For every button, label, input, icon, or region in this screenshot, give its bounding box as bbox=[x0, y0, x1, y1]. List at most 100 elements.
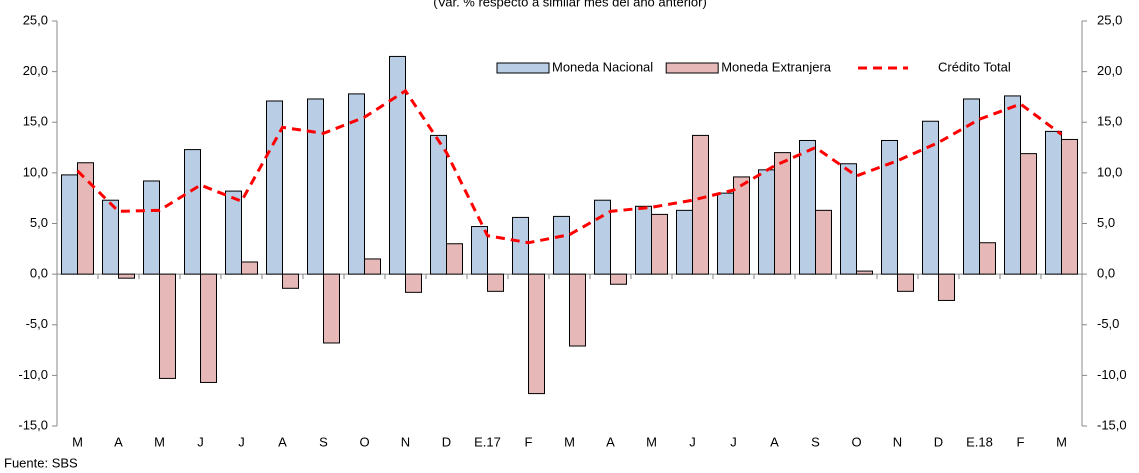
bar bbox=[799, 139, 816, 275]
bar bbox=[389, 55, 406, 275]
x-tick-label: F bbox=[1017, 434, 1025, 449]
bar bbox=[446, 243, 463, 275]
bar bbox=[856, 270, 873, 275]
bar bbox=[364, 258, 381, 275]
y-tick-label: 0,0 bbox=[30, 266, 48, 281]
bar bbox=[348, 93, 365, 275]
bar bbox=[692, 134, 709, 275]
bar bbox=[1004, 95, 1021, 275]
bar bbox=[118, 273, 135, 279]
y2-tick-label: 15,0 bbox=[1097, 114, 1122, 129]
x-tick-label: M bbox=[72, 434, 83, 449]
x-tick-label: J bbox=[238, 434, 245, 449]
bar bbox=[143, 180, 160, 275]
y-tick-label: 10,0 bbox=[23, 164, 48, 179]
bar bbox=[774, 152, 791, 275]
x-tick-label: A bbox=[114, 434, 123, 449]
bar bbox=[963, 98, 980, 275]
bar bbox=[610, 273, 627, 285]
legend-label: Moneda Extranjera bbox=[721, 59, 832, 74]
bar bbox=[635, 205, 652, 275]
bar bbox=[184, 149, 201, 275]
x-tick-label: S bbox=[319, 434, 328, 449]
chart-subtitle: (Var. % respecto a similar mes del año a… bbox=[433, 0, 707, 9]
x-tick-label: N bbox=[401, 434, 410, 449]
x-tick-label: O bbox=[359, 434, 369, 449]
x-tick-label: E.17 bbox=[474, 434, 501, 449]
bar bbox=[307, 98, 324, 275]
bar bbox=[487, 273, 504, 292]
y-tick-label: 5,0 bbox=[30, 215, 48, 230]
bar bbox=[979, 242, 996, 275]
bar bbox=[77, 162, 94, 275]
bar bbox=[528, 273, 545, 395]
x-tick-label: M bbox=[154, 434, 165, 449]
legend-label: Moneda Nacional bbox=[552, 59, 653, 74]
x-tick-label: J bbox=[730, 434, 737, 449]
bar bbox=[323, 273, 340, 344]
bar bbox=[61, 174, 78, 275]
bar bbox=[430, 134, 447, 275]
legend-label: Crédito Total bbox=[938, 59, 1011, 74]
bar bbox=[594, 199, 611, 275]
legend-swatch bbox=[496, 62, 550, 74]
bar bbox=[733, 176, 750, 275]
y2-tick-label: -15,0 bbox=[1097, 417, 1127, 432]
bar bbox=[758, 169, 775, 275]
bar bbox=[266, 100, 283, 275]
x-tick-label: M bbox=[564, 434, 575, 449]
bar bbox=[840, 163, 857, 275]
x-tick-label: E.18 bbox=[966, 434, 993, 449]
x-tick-label: M bbox=[1056, 434, 1067, 449]
x-tick-label: S bbox=[811, 434, 820, 449]
bar bbox=[922, 120, 939, 275]
x-tick-label: O bbox=[851, 434, 861, 449]
y-tick-label: 15,0 bbox=[23, 114, 48, 129]
x-tick-label: A bbox=[770, 434, 779, 449]
y2-tick-label: -5,0 bbox=[1097, 316, 1119, 331]
bar bbox=[1020, 153, 1037, 275]
y2-tick-label: 25,0 bbox=[1097, 12, 1122, 27]
bar bbox=[815, 209, 832, 275]
y2-tick-label: 20,0 bbox=[1097, 63, 1122, 78]
x-tick-label: N bbox=[893, 434, 902, 449]
bar bbox=[553, 215, 570, 275]
bar bbox=[225, 190, 242, 275]
x-tick-label: D bbox=[934, 434, 943, 449]
bar bbox=[897, 273, 914, 292]
y-tick-label: 25,0 bbox=[23, 12, 48, 27]
y-tick-label: -5,0 bbox=[26, 316, 48, 331]
bar bbox=[569, 273, 586, 347]
x-tick-label: F bbox=[525, 434, 533, 449]
bar bbox=[405, 273, 422, 293]
bar bbox=[717, 192, 734, 275]
y-tick-label: -10,0 bbox=[18, 367, 48, 382]
bar bbox=[471, 226, 488, 275]
y-tick-label: 20,0 bbox=[23, 63, 48, 78]
source-note: Fuente: SBS bbox=[4, 455, 78, 470]
bar bbox=[102, 199, 119, 275]
x-tick-label: D bbox=[442, 434, 451, 449]
x-tick-label: A bbox=[606, 434, 615, 449]
x-tick-label: J bbox=[689, 434, 696, 449]
y-tick-label: -15,0 bbox=[18, 417, 48, 432]
y2-tick-label: 0,0 bbox=[1097, 266, 1115, 281]
x-tick-label: J bbox=[197, 434, 204, 449]
bar bbox=[241, 261, 258, 275]
y2-tick-label: 10,0 bbox=[1097, 164, 1122, 179]
bar bbox=[938, 273, 955, 301]
x-tick-label: M bbox=[646, 434, 657, 449]
bar bbox=[159, 273, 176, 379]
y2-tick-label: -10,0 bbox=[1097, 367, 1127, 382]
bar bbox=[676, 209, 693, 275]
x-tick-label: A bbox=[278, 434, 287, 449]
legend-swatch bbox=[665, 62, 719, 74]
bar bbox=[881, 139, 898, 275]
bar bbox=[282, 273, 299, 289]
bar bbox=[1061, 138, 1078, 275]
bar bbox=[512, 216, 529, 275]
bar bbox=[200, 273, 217, 383]
y2-tick-label: 5,0 bbox=[1097, 215, 1115, 230]
bar bbox=[651, 213, 668, 275]
